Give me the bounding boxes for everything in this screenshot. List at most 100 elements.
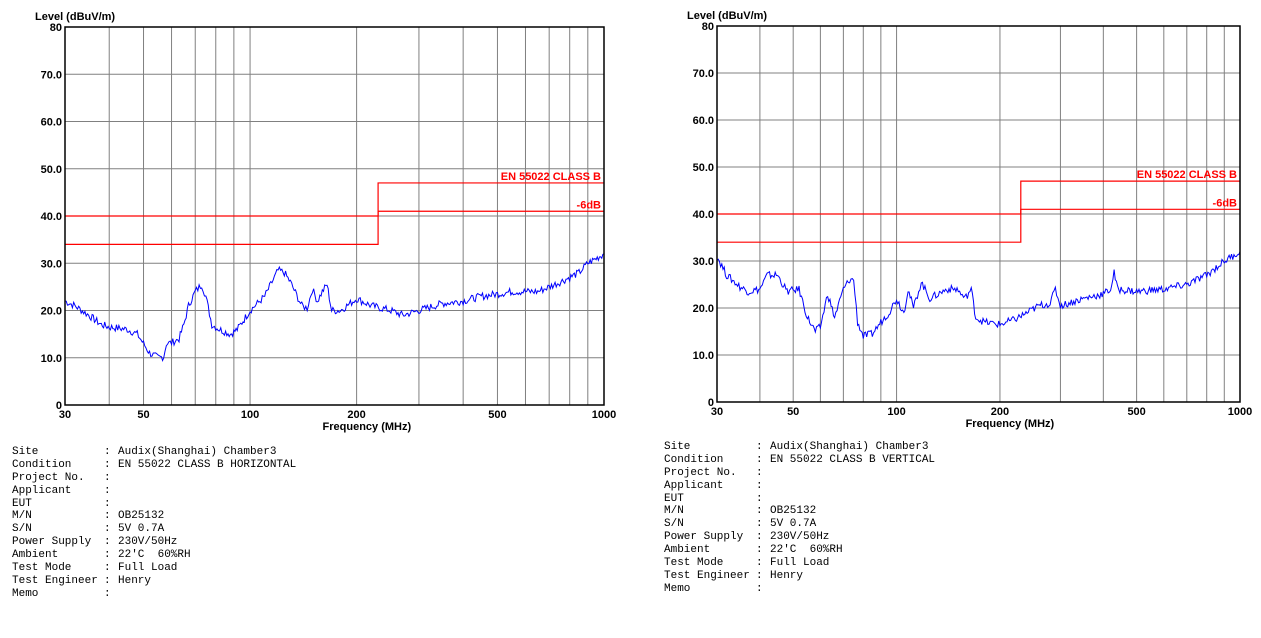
info-row: Condition: EN 55022 CLASS B HORIZONTAL: [12, 459, 296, 472]
y-tick-label: 70.0: [693, 68, 714, 80]
info-value: Full Load: [118, 562, 178, 575]
info-row: Test Mode: Full Load: [12, 562, 296, 575]
info-value: Audix(Shanghai) Chamber3: [770, 441, 929, 453]
limit-line: [65, 182, 604, 217]
info-row: Applicant:: [664, 480, 935, 493]
info-label: Power Supply: [664, 531, 744, 544]
info-label: EUT: [664, 492, 684, 505]
x-tick-label: 200: [991, 406, 1009, 418]
info-separator: :: [104, 458, 111, 471]
info-separator: :: [104, 446, 111, 458]
y-tick-label: 60.0: [693, 115, 714, 127]
info-label: Ambient: [664, 544, 711, 557]
info-row: Site: Audix(Shanghai) Chamber3: [664, 441, 935, 454]
info-value: 5V 0.7A: [118, 523, 165, 536]
info-row: Memo:: [12, 588, 296, 601]
info-separator: :: [104, 484, 111, 497]
info-label: M/N: [12, 510, 32, 523]
info-label: Test Mode: [664, 557, 724, 570]
info-value: EN 55022 CLASS B HORIZONTAL: [118, 458, 297, 471]
x-tick-label: 500: [1127, 406, 1145, 418]
info-row: M/N: OB25132: [12, 510, 296, 523]
y-tick-label: 20.0: [693, 303, 714, 315]
plot-frame: [716, 25, 1241, 403]
x-tick-label: 200: [347, 409, 365, 421]
info-row: Test Engineer: Henry: [664, 570, 935, 583]
x-tick-label: 30: [711, 406, 723, 418]
info-row: Project No.:: [664, 467, 935, 480]
info-label: Condition: [664, 453, 724, 466]
info-separator: :: [104, 549, 111, 562]
x-tick-label: 100: [887, 406, 905, 418]
info-separator: :: [756, 544, 763, 557]
x-axis-label: Frequency (MHz): [323, 421, 412, 433]
info-label: S/N: [12, 523, 32, 536]
limit-label: -6dB: [1213, 197, 1238, 209]
y-tick-label: 30.0: [693, 256, 714, 268]
info-row: Power Supply:230V/50Hz: [12, 536, 296, 549]
info-label: EUT: [12, 497, 32, 510]
info-row: Project No.:: [12, 472, 296, 485]
y-tick-label: 60.0: [41, 117, 62, 129]
limit-line: [65, 210, 604, 245]
info-separator: :: [756, 582, 763, 595]
info-value: EN 55022 CLASS B VERTICAL: [770, 453, 936, 466]
info-separator: :: [756, 492, 763, 505]
y-tick-label: 40.0: [693, 209, 714, 221]
y-tick-label: 0: [708, 397, 714, 409]
info-value: 230V/50Hz: [118, 536, 178, 549]
info-row: Condition: EN 55022 CLASS B VERTICAL: [664, 454, 935, 467]
info-label: Applicant: [664, 479, 724, 492]
info-label: Ambient: [12, 549, 59, 562]
limit-label: -6dB: [577, 199, 602, 211]
y-tick-label: 10.0: [41, 353, 62, 365]
info-value: 22'C 60%RH: [770, 544, 843, 557]
info-label: Project No.: [12, 471, 85, 484]
info-row: EUT:: [12, 498, 296, 511]
y-tick-label: 80: [702, 21, 714, 33]
x-tick-label: 50: [787, 406, 799, 418]
y-tick-label: 20.0: [41, 306, 62, 318]
info-value: OB25132: [118, 510, 165, 523]
y-tick-label: 0: [56, 400, 62, 412]
info-separator: :: [104, 471, 111, 484]
y-axis-label: Level (dBuV/m): [35, 11, 115, 23]
x-tick-label: 1000: [1228, 406, 1252, 418]
info-row: Test Engineer: Henry: [12, 575, 296, 588]
test-info-vertical: Site: Audix(Shanghai) Chamber3 Condition: E…: [664, 441, 935, 596]
info-label: Power Supply: [12, 536, 92, 549]
plot-frame: [64, 26, 605, 406]
info-label: Test Engineer: [12, 574, 98, 587]
info-value: Full Load: [770, 557, 830, 570]
info-row: Memo:: [664, 583, 935, 596]
data-series-line: [64, 253, 605, 363]
info-label: S/N: [664, 518, 684, 531]
info-value: OB25132: [770, 505, 817, 518]
x-tick-label: 1000: [592, 409, 616, 421]
limit-label: EN 55022 CLASS B: [1137, 169, 1237, 181]
info-row: EUT:: [664, 493, 935, 506]
info-separator: :: [756, 453, 763, 466]
info-row: Test Mode: Full Load: [664, 557, 935, 570]
info-value: Audix(Shanghai) Chamber3: [118, 446, 277, 458]
info-separator: :: [756, 531, 763, 544]
limit-line: [717, 180, 1240, 215]
info-label: Memo: [664, 582, 691, 595]
info-label: Memo: [12, 587, 39, 600]
chart-panel-horizontal: EN 55022 CLASS B -6dB 0 10.0 20.0 30.0 40.0 50.…: [0, 0, 630, 638]
info-separator: :: [104, 523, 111, 536]
y-tick-label: 70.0: [41, 69, 62, 81]
info-row: S/N:5V 0.7A: [12, 523, 296, 536]
y-tick-label: 80: [50, 22, 62, 34]
info-value: Henry: [770, 569, 804, 582]
info-label: M/N: [664, 505, 684, 518]
y-tick-label: 50.0: [41, 164, 62, 176]
info-separator: :: [104, 510, 111, 523]
info-value: 22'C 60%RH: [118, 549, 191, 562]
info-row: M/N: OB25132: [664, 505, 935, 518]
x-axis-label: Frequency (MHz): [966, 418, 1055, 430]
info-value: 230V/50Hz: [770, 531, 830, 544]
info-separator: :: [104, 562, 111, 575]
info-separator: :: [756, 518, 763, 531]
y-tick-label: 10.0: [693, 350, 714, 362]
